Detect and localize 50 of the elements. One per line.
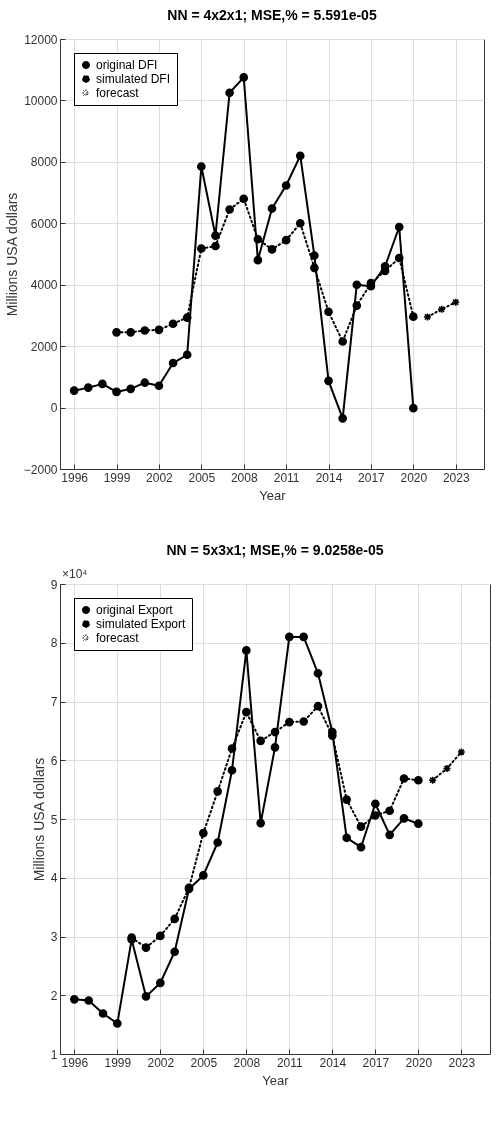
x-tick-label: 1996 xyxy=(61,1055,89,1070)
y-tick-label: 10000 xyxy=(24,93,58,108)
y-tick-label: 3 xyxy=(50,930,58,944)
x-tick-label: 2011 xyxy=(273,470,300,485)
y-tick-label: 2000 xyxy=(30,339,58,354)
x-tick-label: 2005 xyxy=(190,1055,218,1070)
y-tick-label: 7 xyxy=(50,695,58,709)
y-tick-label: 6 xyxy=(50,753,58,768)
legend-label: forecast xyxy=(96,631,140,645)
y-axis-title: Millions USA dollars xyxy=(3,192,20,317)
x-tick-label: 2023 xyxy=(442,470,470,485)
x-tick-label: 2008 xyxy=(233,1055,261,1070)
x-tick-label: 2014 xyxy=(319,1055,347,1070)
y-tick-label: 12000 xyxy=(24,32,58,47)
x-tick-label: 2002 xyxy=(146,470,174,485)
y-tick-label: 0 xyxy=(50,401,58,416)
y-tick-label: 4000 xyxy=(30,278,58,293)
x-tick-label: 2002 xyxy=(147,1055,175,1070)
y-tick-label: 1 xyxy=(50,1047,58,1062)
y-tick-label: −2000 xyxy=(23,462,58,477)
x-axis-title: Year xyxy=(262,1072,290,1088)
x-axis-title: Year xyxy=(259,487,287,503)
x-tick-label: 2011 xyxy=(276,1055,304,1070)
x-tick-label: 2017 xyxy=(362,1055,390,1070)
x-tick-label: 2005 xyxy=(188,470,216,485)
legend-label: simulated Export xyxy=(96,617,187,631)
x-tick-label: 2020 xyxy=(400,470,428,485)
legend-label: simulated DFI xyxy=(96,72,171,86)
x-tick-label: 1996 xyxy=(61,470,89,485)
y-tick-label: 5 xyxy=(50,812,58,827)
legend-label: forecast xyxy=(96,86,140,100)
y-tick-label: 8000 xyxy=(30,155,58,170)
y-tick-label: 2 xyxy=(50,988,58,1003)
y-tick-label: 4 xyxy=(50,871,58,886)
x-tick-label: 2023 xyxy=(448,1055,476,1070)
chart-title: NN = 4x2x1; MSE,% = 5.591e-05 xyxy=(167,7,377,23)
legend-label: original DFI xyxy=(96,58,158,72)
x-tick-label: 1999 xyxy=(104,1055,132,1070)
y-axis-title: Millions USA dollars xyxy=(30,757,47,882)
y-tick-label: 9 xyxy=(50,577,58,592)
x-tick-label: 2014 xyxy=(315,470,343,485)
text: ×10⁴ xyxy=(62,567,88,581)
y-tick-label: 8 xyxy=(50,636,58,651)
x-tick-label: 1999 xyxy=(103,470,131,485)
legend-label: original Export xyxy=(96,603,174,617)
x-tick-label: 2008 xyxy=(230,470,258,485)
x-tick-label: 2020 xyxy=(405,1055,433,1070)
y-tick-label: 6000 xyxy=(30,216,58,231)
chart-title: NN = 5x3x1; MSE,% = 9.0258e-05 xyxy=(166,542,384,558)
x-tick-label: 2017 xyxy=(358,470,386,485)
